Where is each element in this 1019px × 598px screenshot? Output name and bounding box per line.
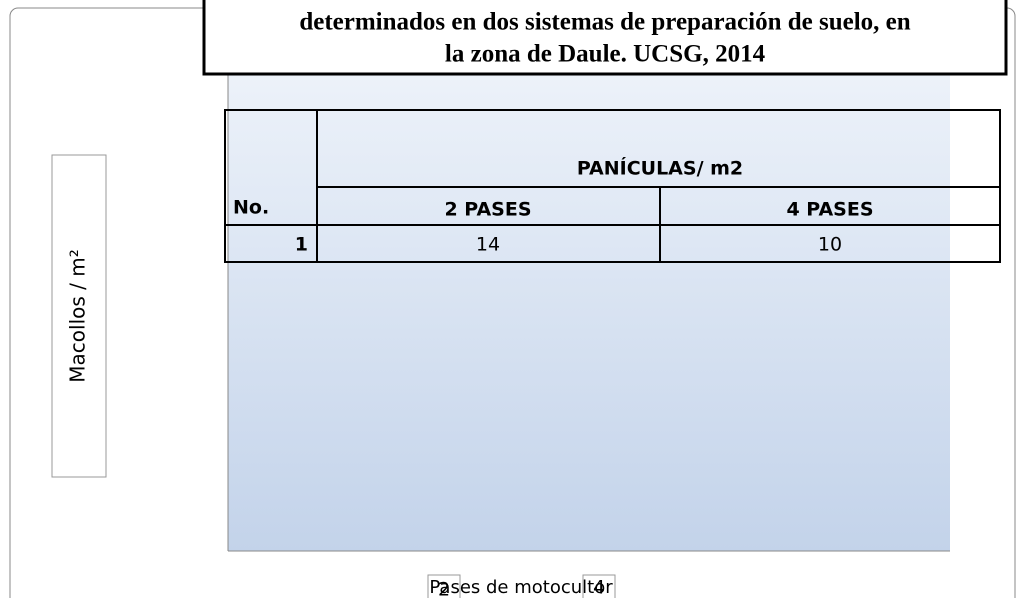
table xyxy=(224,109,1001,263)
chart-title: determinados en dos sistemas de preparac… xyxy=(299,9,910,36)
category-box xyxy=(427,574,461,598)
x-tick-label: 2 xyxy=(438,579,450,598)
chart-title: la zona de Daule. UCSG, 2014 xyxy=(445,41,766,68)
y-axis-label: Macollos / m² xyxy=(66,249,90,382)
table-column: No. xyxy=(233,197,269,219)
y-label-box xyxy=(51,154,107,478)
table-column: 2 PASES xyxy=(444,199,531,221)
table-header: PANÍCULAS/ m2 xyxy=(577,157,743,180)
table-cell: 14 xyxy=(476,234,500,256)
table-cell: 1 xyxy=(295,234,308,256)
x-axis-label: Pases de motocultor xyxy=(429,577,613,598)
table-cell: 10 xyxy=(818,234,842,256)
x-tick-label: 4 xyxy=(593,577,605,598)
table-column: 4 PASES xyxy=(786,199,873,221)
title-box xyxy=(202,0,1008,76)
plot-area xyxy=(228,56,950,551)
category-box xyxy=(582,574,616,598)
